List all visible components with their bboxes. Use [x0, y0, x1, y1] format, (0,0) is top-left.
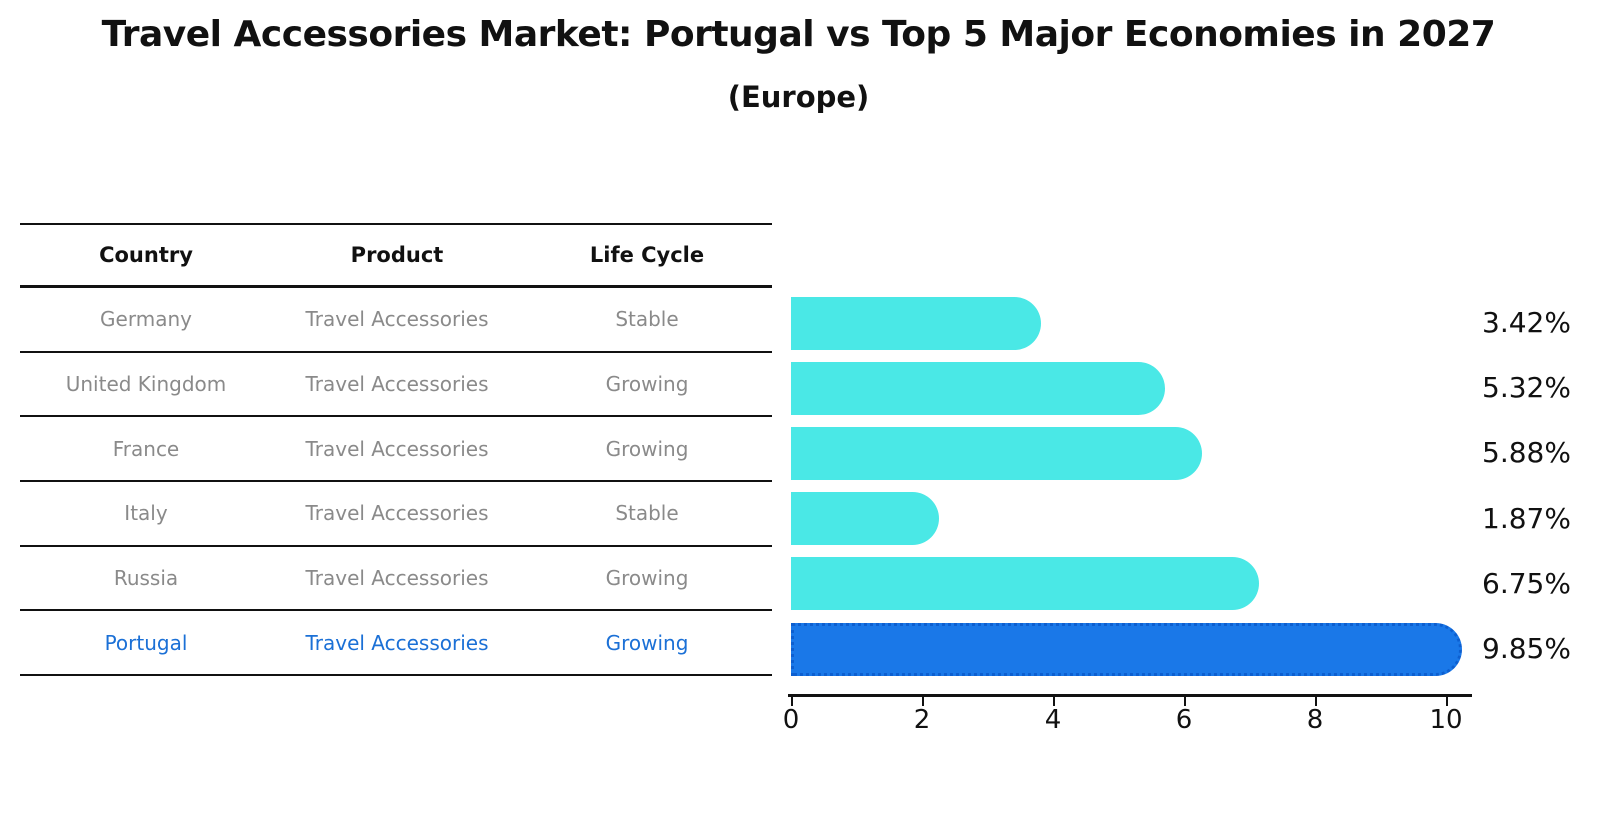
value-label: 6.75% — [1482, 566, 1571, 600]
cell-country: Portugal — [104, 630, 188, 655]
x-axis-tick-label: 4 — [1044, 705, 1062, 735]
table-header-row: Country Product Life Cycle — [20, 225, 772, 288]
cell-country: France — [112, 436, 180, 461]
comparison-table: Country Product Life Cycle Germany Trave… — [20, 223, 772, 677]
value-label: 9.85% — [1482, 632, 1571, 665]
cell-life-cycle: Stable — [615, 501, 679, 526]
value-label: 3.42% — [1482, 306, 1571, 339]
cell-life-cycle: Stable — [615, 307, 679, 332]
cell-product: Travel Accessories — [305, 566, 489, 591]
col-header-product: Product — [350, 243, 444, 267]
cell-product: Travel Accessories — [305, 630, 489, 655]
x-axis-tick — [1053, 697, 1055, 706]
cell-life-cycle: Growing — [605, 630, 689, 655]
table-row-united-kingdom: United Kingdom Travel Accessories Growin… — [20, 353, 772, 418]
table-row-italy: Italy Travel Accessories Stable — [20, 482, 772, 547]
table-row-portugal-highlighted: Portugal Travel Accessories Growing — [20, 611, 772, 677]
cell-life-cycle: Growing — [605, 436, 689, 461]
x-axis-tick-label: 10 — [1429, 705, 1463, 735]
cell-product: Travel Accessories — [305, 436, 489, 461]
bar-united-kingdom — [791, 361, 1166, 415]
bar-portugal-highlighted — [791, 622, 1463, 676]
x-axis-tick-label: 8 — [1306, 705, 1324, 735]
x-axis-tick — [922, 697, 924, 706]
x-axis-tick — [791, 697, 793, 706]
table-row-russia: Russia Travel Accessories Growing — [20, 547, 772, 612]
cell-country: Germany — [100, 307, 192, 332]
page-title: Travel Accessories Market: Portugal vs T… — [101, 14, 1496, 55]
bar-italy — [791, 492, 940, 546]
col-header-country: Country — [99, 243, 193, 267]
cell-product: Travel Accessories — [305, 501, 489, 526]
cell-country: Russia — [113, 566, 179, 591]
cell-life-cycle: Growing — [605, 372, 689, 397]
cell-country: Italy — [124, 501, 168, 526]
bar-france — [791, 426, 1203, 480]
bar-germany — [791, 296, 1041, 350]
x-axis-line — [788, 694, 1472, 697]
bar-russia — [791, 557, 1260, 611]
col-header-life-cycle: Life Cycle — [589, 243, 705, 267]
cell-country: United Kingdom — [65, 372, 227, 397]
x-axis-tick — [1315, 697, 1317, 706]
page-subtitle: (Europe) — [727, 80, 870, 114]
x-axis-tick — [1184, 697, 1186, 706]
table-row-germany: Germany Travel Accessories Stable — [20, 288, 772, 353]
cell-product: Travel Accessories — [305, 372, 489, 397]
cell-life-cycle: Growing — [605, 566, 689, 591]
cell-product: Travel Accessories — [305, 307, 489, 332]
x-axis-tick-label: 6 — [1175, 705, 1193, 735]
table-row-france: France Travel Accessories Growing — [20, 417, 772, 483]
x-axis-tick-label: 0 — [782, 705, 800, 735]
x-axis-tick — [1446, 697, 1448, 706]
value-label: 5.88% — [1482, 436, 1571, 470]
value-label: 5.32% — [1482, 371, 1571, 405]
x-axis-tick-label: 2 — [913, 705, 931, 735]
value-label: 1.87% — [1482, 501, 1571, 535]
